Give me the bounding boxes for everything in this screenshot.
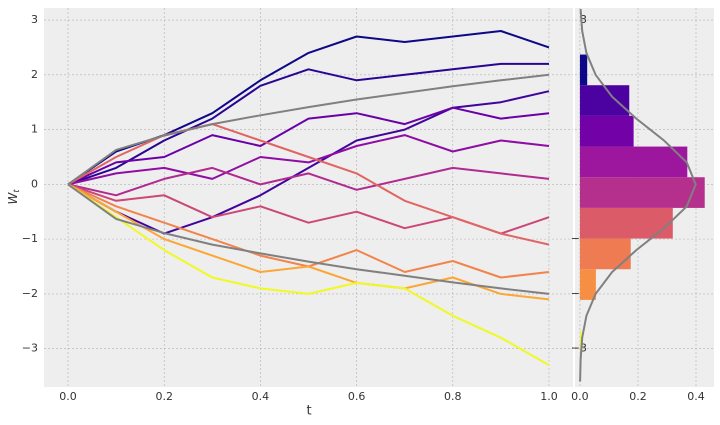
x-tick-label: 0.2 [155,390,173,403]
x-tick-label: 0.8 [444,390,462,403]
y-tick-label: 3 [31,13,38,26]
x-tick-label: 0.4 [252,390,270,403]
y-tick-label: −1 [22,232,38,245]
path-line [67,134,550,186]
y-tick-label: −3 [571,342,587,355]
hist-bar [579,269,596,300]
x-tick-label: 0.0 [571,390,589,403]
y-tick-label: −3 [22,342,38,355]
x-tick-label: 1.0 [540,390,558,403]
path-line [67,166,550,197]
x-axis-label: t [306,404,311,419]
hist-bar [579,238,631,270]
hist-bar [579,85,630,116]
density-curve [579,9,697,382]
path-line [67,183,550,301]
hist-bar [579,207,673,239]
path-line [67,90,550,235]
path-line [67,73,550,186]
x-tick-label: 0.6 [348,390,366,403]
path-line [67,183,550,366]
x-tick-label: 0.0 [59,390,77,403]
y-axis-label-base: W [6,192,20,205]
x-tick-label: 0.2 [629,390,647,403]
y-tick-label: 2 [31,68,38,81]
path-line [67,183,550,295]
y-tick-label: −2 [22,287,38,300]
plot-background [44,8,573,387]
hist-bar [579,177,705,208]
y-tick-label: 0 [31,177,38,190]
y-axis-label: Wt [6,189,21,205]
y-axis-label-sub: t [12,189,21,193]
y-tick-label: 3 [580,13,587,26]
hist-bar [579,115,634,147]
x-tick-label: 0.4 [687,390,705,403]
path-line [67,62,549,186]
hist-bar [579,54,588,86]
path-line [67,123,550,246]
y-tick-label: 1 [31,123,38,136]
path-line [67,106,550,186]
hist-bar [579,146,688,178]
